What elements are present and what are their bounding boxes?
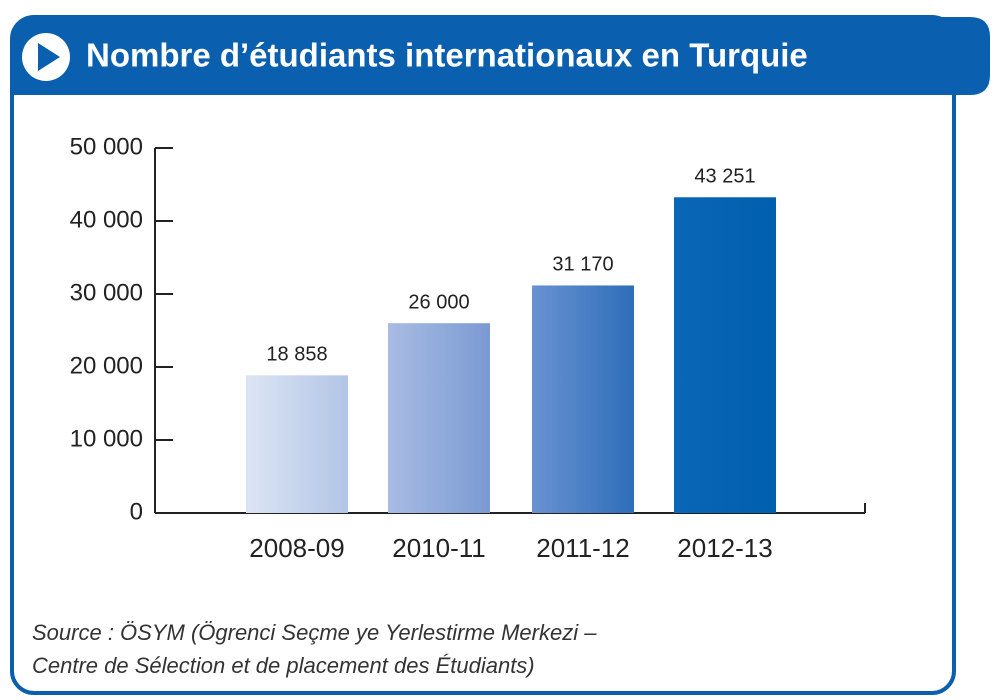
x-tick-label: 2011-12 bbox=[536, 533, 630, 563]
value-label: 43 251 bbox=[694, 166, 755, 188]
bar bbox=[388, 323, 490, 513]
bar bbox=[246, 375, 348, 513]
y-tick-label: 20 000 bbox=[70, 352, 143, 379]
value-label: 26 000 bbox=[408, 291, 469, 313]
source-line: Centre de Sélection et de placement des … bbox=[32, 653, 535, 678]
bar bbox=[674, 197, 776, 513]
chart-title: Nombre d’étudiants internationaux en Tur… bbox=[86, 37, 808, 74]
y-tick-label: 40 000 bbox=[70, 206, 143, 233]
y-tick-label: 0 bbox=[130, 498, 143, 525]
y-tick-label: 30 000 bbox=[70, 279, 143, 306]
value-label: 31 170 bbox=[552, 254, 613, 276]
y-tick-label: 10 000 bbox=[70, 425, 143, 452]
play-triangle bbox=[38, 43, 60, 71]
y-tick-label: 50 000 bbox=[70, 133, 143, 160]
bar bbox=[532, 285, 634, 513]
x-tick-label: 2008-09 bbox=[249, 533, 344, 563]
x-tick-label: 2010-11 bbox=[392, 533, 486, 563]
value-label: 18 858 bbox=[266, 344, 327, 366]
source-line: Source : ÖSYM (Ögrenci Seçme ye Yerlesti… bbox=[32, 620, 597, 645]
header-bar bbox=[12, 17, 990, 95]
x-tick-label: 2012-13 bbox=[677, 533, 772, 563]
